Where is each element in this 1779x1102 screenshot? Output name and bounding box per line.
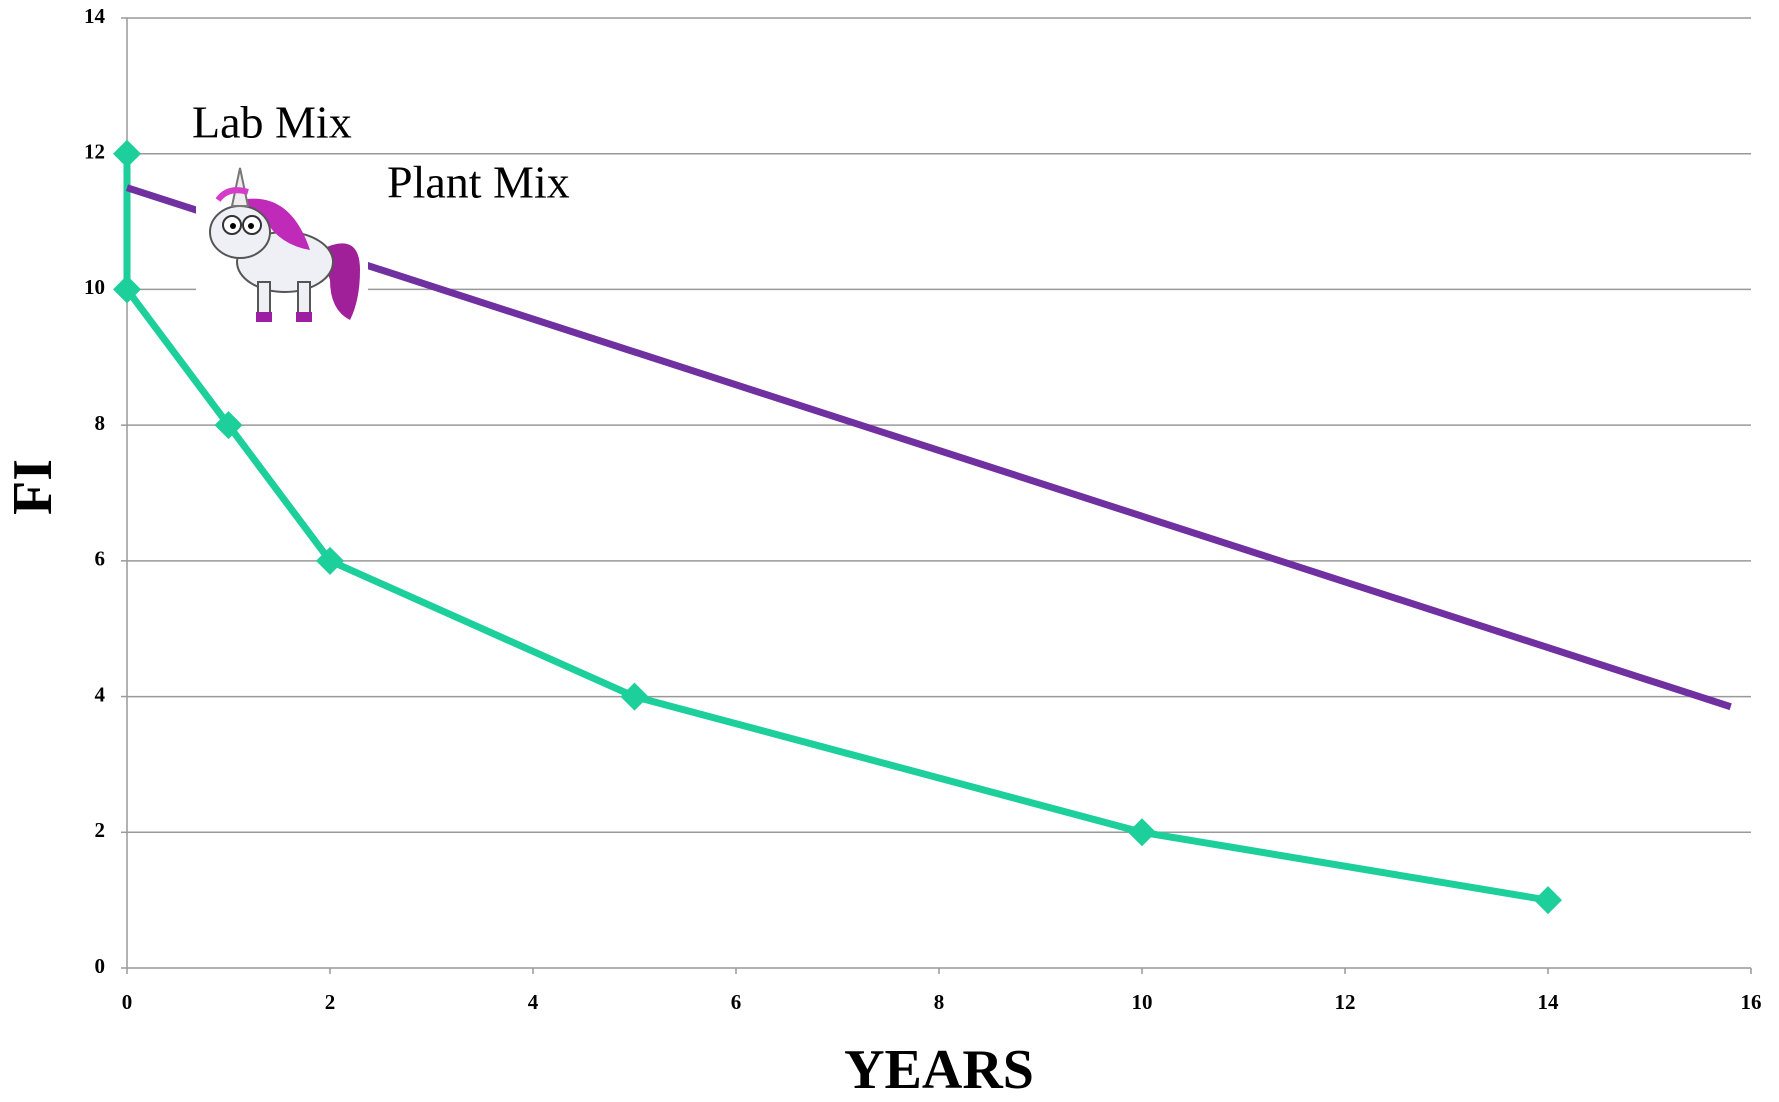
x-tick-label: 0	[122, 990, 133, 1014]
unicorn-image	[196, 168, 368, 330]
y-tick-label: 8	[95, 411, 106, 435]
x-tick-label: 10	[1132, 990, 1153, 1014]
y-tick-label: 0	[95, 954, 106, 978]
x-tick-label: 8	[934, 990, 945, 1014]
y-axis-title: FI	[2, 459, 64, 515]
x-tick-label: 4	[528, 990, 539, 1014]
marker	[621, 683, 649, 711]
series-label: Lab Mix	[192, 97, 352, 148]
y-tick-label: 6	[95, 547, 106, 571]
chart: YEARS FI 0 2 4 6 8 10 12 14 0 2 4 6 8 10 12 14 16 Lab Mix…	[0, 0, 1779, 1102]
y-tick-label: 12	[84, 140, 105, 164]
marker	[1534, 886, 1562, 914]
y-tick-label: 4	[95, 682, 106, 706]
x-tick-label: 2	[325, 990, 336, 1014]
marker	[1128, 818, 1156, 846]
x-tick-label: 6	[731, 990, 742, 1014]
y-tick-label: 10	[84, 275, 105, 299]
y-tick-label: 2	[95, 818, 106, 842]
series-label: Plant Mix	[387, 157, 570, 208]
x-tick-label: 16	[1741, 990, 1762, 1014]
x-axis-title: YEARS	[844, 1039, 1034, 1101]
x-tick-label: 14	[1538, 990, 1560, 1014]
marker	[113, 140, 141, 168]
y-tick-label: 14	[84, 4, 106, 28]
x-tick-label: 12	[1335, 990, 1356, 1014]
